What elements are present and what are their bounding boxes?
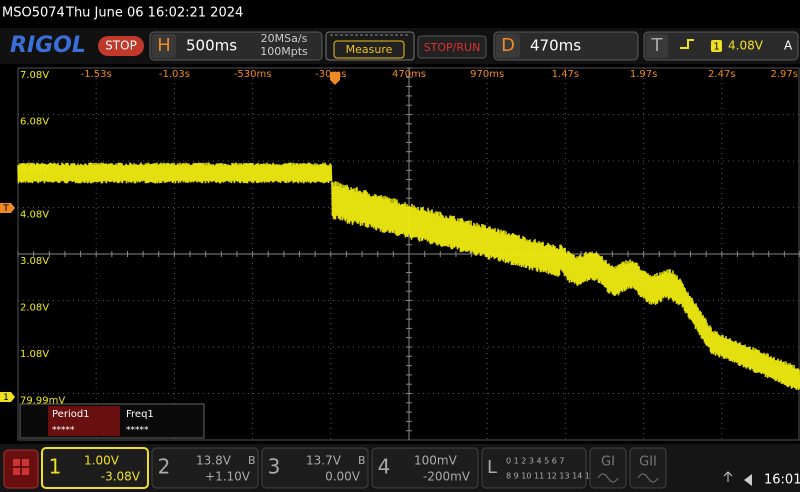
ch1-offset: -3.08V: [101, 470, 141, 484]
ch2-bw: B: [248, 454, 256, 467]
run-state-bg[interactable]: [98, 36, 144, 56]
gen1-label: GI: [601, 455, 615, 470]
voltage-label: 2.08V: [20, 303, 49, 314]
speaker-icon: [744, 474, 752, 486]
trigger-level-marker-bg: [0, 203, 15, 213]
d-key-bg: [496, 34, 520, 58]
time-label: -1.03s: [159, 69, 190, 80]
trigger-level: 4.08V: [728, 39, 764, 53]
voltage-label: 3.08V: [20, 256, 49, 267]
gen2-label: GII: [639, 455, 657, 470]
measure-button-bg[interactable]: [333, 40, 405, 59]
menu-button[interactable]: [3, 449, 39, 489]
d-key: D: [501, 35, 515, 56]
time-label: -530ms: [234, 69, 272, 80]
t-key: T: [651, 35, 664, 56]
gen1-icon: [597, 473, 619, 483]
edge-icon: [680, 39, 694, 49]
time-label: -1.53s: [81, 69, 112, 80]
timebase: 500ms: [186, 37, 237, 55]
time-label: 470ms: [392, 69, 426, 80]
gen2-box[interactable]: [629, 447, 667, 489]
h-key: H: [157, 35, 171, 56]
model: MSO5074: [2, 6, 65, 21]
voltage-label: 79.99mV: [20, 396, 65, 407]
ch3-number: 3: [268, 455, 281, 479]
logo: RIGOL: [10, 33, 86, 58]
voltage-label: 6.08V: [20, 117, 49, 128]
ch4-box[interactable]: [371, 447, 479, 489]
voltage-label: 7.08V: [20, 70, 49, 81]
ch3-box[interactable]: [261, 447, 369, 489]
trigger-source-bg: [711, 40, 722, 52]
ch4-number: 4: [378, 455, 391, 479]
gen2-icon: [637, 473, 659, 483]
time-label: 1.47s: [552, 69, 579, 80]
delay-box[interactable]: [493, 31, 639, 61]
voltage-label: 1.08V: [20, 349, 49, 360]
ch2-scale: 13.8V: [196, 454, 232, 468]
stop-run-button[interactable]: STOP/RUN: [424, 41, 481, 54]
t-key-bg: [646, 34, 668, 58]
logic-row: 0 1 2 3 4 5 6 7: [506, 457, 565, 466]
measure-button[interactable]: Measure: [346, 43, 393, 56]
datetime: Thu June 06 16:02:21 2024: [65, 6, 243, 21]
measure-value: *****: [52, 426, 75, 436]
ch4-offset: -200mV: [423, 470, 471, 484]
graticule: [17, 67, 800, 441]
menu-icon: [13, 459, 29, 475]
ch2-box[interactable]: [151, 447, 259, 489]
time-label: 2.47s: [708, 69, 735, 80]
logic-key: L: [487, 457, 497, 478]
ch3-scale: 13.7V: [306, 454, 342, 468]
time-label: 2.97s: [771, 69, 798, 80]
trigger-mode: A: [784, 39, 793, 53]
measure-name: Freq1: [126, 409, 154, 420]
waveform-layer: [17, 162, 800, 391]
ground-marker: 1: [3, 393, 9, 403]
ch2-number: 2: [158, 455, 171, 479]
horizontal-box[interactable]: [149, 31, 323, 61]
ch1-number: 1: [49, 455, 62, 479]
h-key-bg: [152, 34, 176, 58]
voltage-label: 5.08V: [20, 163, 49, 174]
trigger-source: 1: [713, 42, 719, 53]
usb-icon: [723, 471, 733, 482]
clock: 16:01: [764, 473, 800, 488]
trigger-position-marker: [330, 72, 340, 85]
period-cell[interactable]: [48, 406, 120, 436]
measure-value: *****: [126, 426, 149, 436]
time-label: 970ms: [470, 69, 504, 80]
logic-box[interactable]: [481, 447, 587, 489]
run-state[interactable]: STOP: [105, 39, 137, 53]
ch1-box[interactable]: [41, 447, 149, 489]
delay-value: 470ms: [530, 37, 581, 55]
trigger-level-marker: T: [2, 204, 9, 214]
waveform: [17, 162, 800, 391]
ground-marker-bg: [0, 392, 15, 402]
ch4-scale: 100mV: [414, 454, 458, 468]
ch3-bw: B: [358, 454, 366, 467]
logic-row: 8 9 10 11 12 13 14 15: [506, 472, 595, 481]
ch3-offset: 0.00V: [325, 470, 361, 484]
ch1-scale: 1.00V: [84, 454, 120, 468]
measure-name: Period1: [52, 409, 90, 420]
sample-rate: 20MSa/s: [261, 32, 308, 45]
memory-depth: 100Mpts: [260, 45, 308, 58]
ch2-offset: +1.10V: [205, 470, 251, 484]
gen1-box[interactable]: [589, 447, 627, 489]
stop-run-bg[interactable]: [417, 35, 487, 59]
time-label: 1.97s: [630, 69, 657, 80]
voltage-label: 4.08V: [20, 210, 49, 221]
